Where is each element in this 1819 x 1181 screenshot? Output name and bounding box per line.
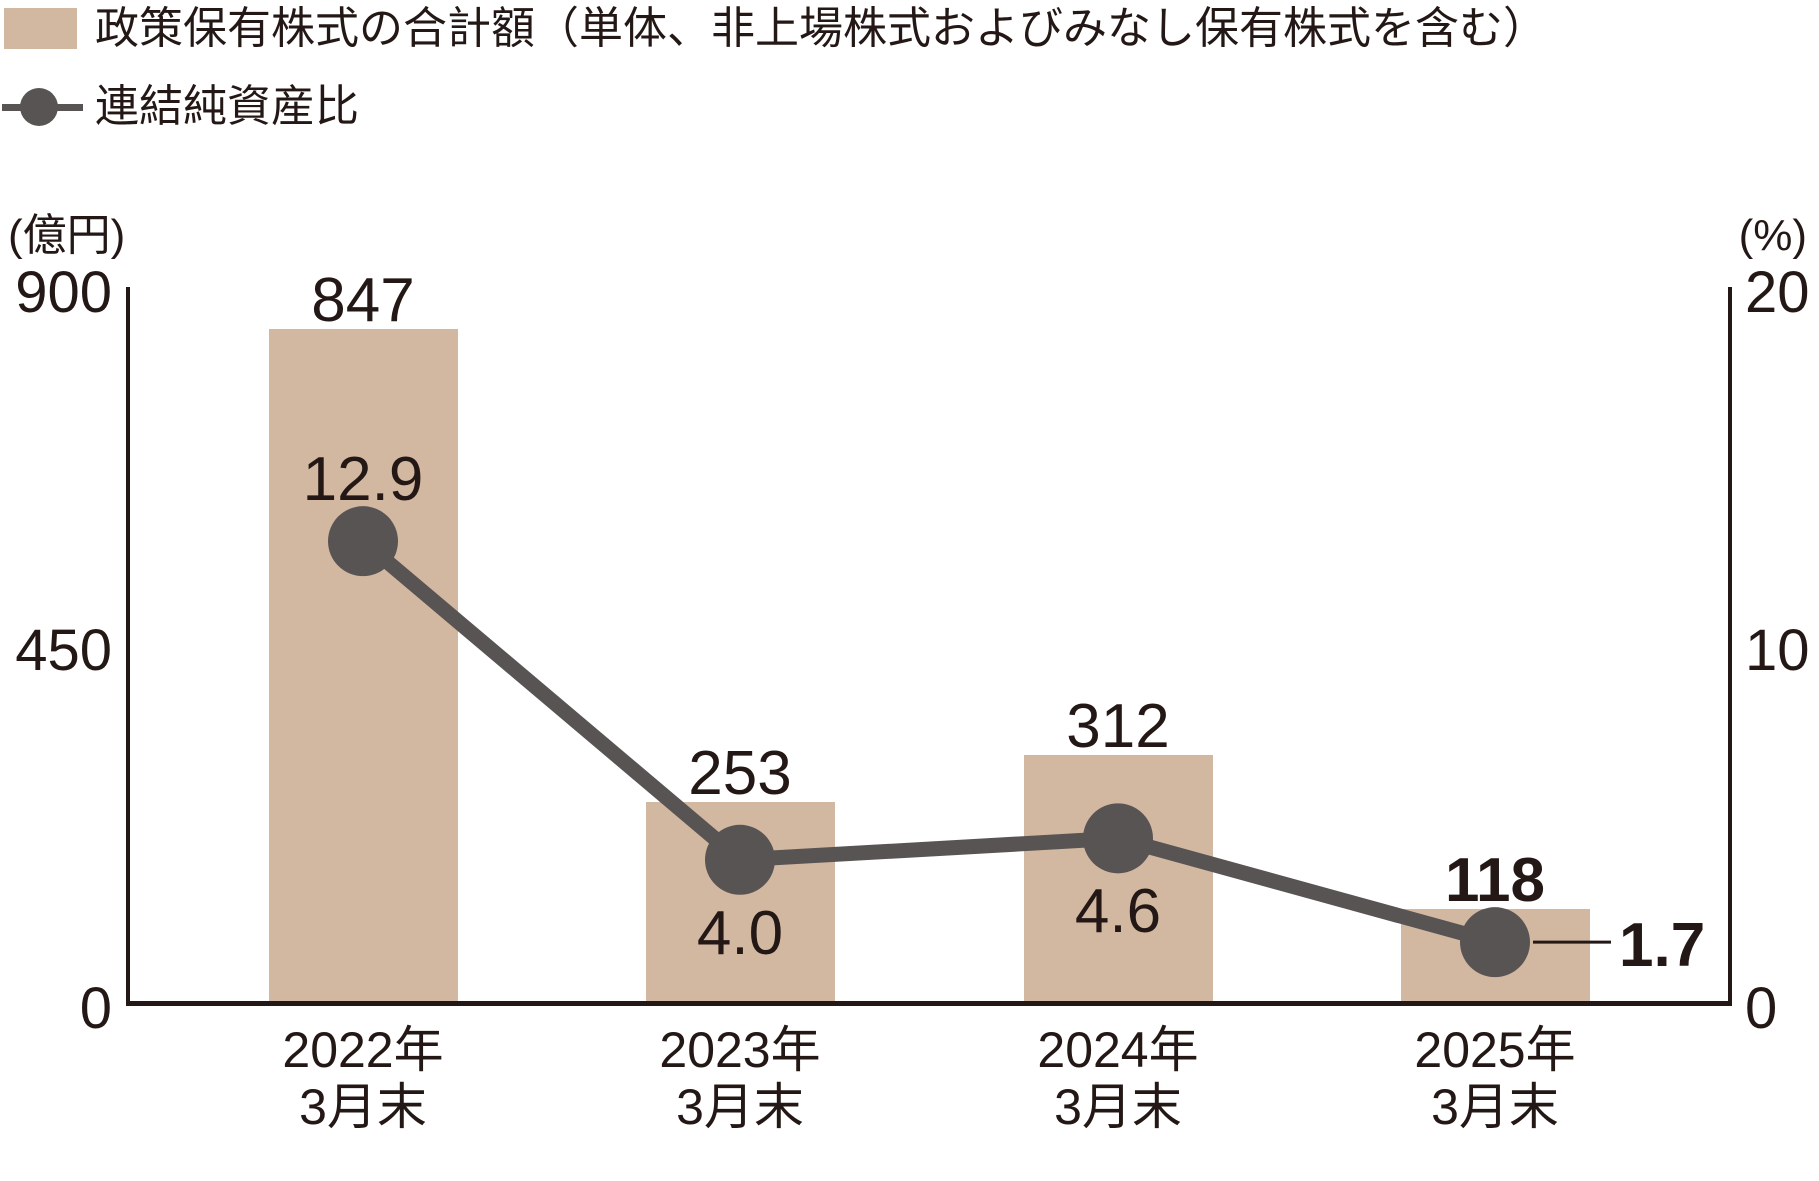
line-segment xyxy=(358,535,1497,950)
line-value-label-0: 12.9 xyxy=(302,445,424,515)
line-point-3 xyxy=(1460,907,1530,978)
x-axis-label-1-line-0: 2023年 xyxy=(659,1022,821,1078)
bar-value-label-1: 253 xyxy=(688,738,792,808)
bottom-axis-line xyxy=(126,1001,1732,1006)
right-axis-line xyxy=(1728,287,1732,1005)
x-axis-label-2-line-0: 2024年 xyxy=(1037,1022,1199,1078)
left-axis-tick-900: 900 xyxy=(15,260,112,325)
x-axis-label-1: 2023年 3月末 xyxy=(659,1022,820,1136)
line-value-label-1: 4.0 xyxy=(696,898,784,968)
x-axis-label-0: 2022年 3月末 xyxy=(282,1022,443,1136)
line-legend-dot-icon xyxy=(20,88,58,126)
x-axis-label-1-line-1: 3月末 xyxy=(676,1079,804,1135)
bar-legend-swatch-icon xyxy=(4,8,77,49)
x-axis-label-3-line-1: 3月末 xyxy=(1431,1079,1559,1135)
line-point-2 xyxy=(1083,803,1153,874)
x-axis-label-3-line-0: 2025年 xyxy=(1414,1022,1576,1078)
bar-legend-label: 政策保有株式の合計額（単体、非上場株式およびみなし保有株式を含む） xyxy=(95,4,1547,53)
left-axis-line xyxy=(126,287,130,1005)
x-axis-label-2-line-1: 3月末 xyxy=(1054,1079,1182,1135)
right-axis-tick-10: 10 xyxy=(1745,618,1810,683)
right-axis-tick-0: 0 xyxy=(1745,976,1778,1041)
left-axis-tick-450: 450 xyxy=(15,618,112,683)
bar-value-label-0: 847 xyxy=(311,266,415,336)
right-axis-unit: (%) xyxy=(1738,211,1807,260)
x-axis-label-2: 2024年 3月末 xyxy=(1037,1022,1198,1136)
right-axis-tick-20: 20 xyxy=(1745,260,1810,325)
bar-2 xyxy=(1023,754,1213,1003)
x-axis-label-0-line-1: 3月末 xyxy=(299,1079,427,1135)
x-axis-label-0-line-0: 2022年 xyxy=(282,1022,444,1078)
bar-value-label-3: 118 xyxy=(1444,846,1546,916)
line-legend-label: 連結純資産比 xyxy=(95,82,359,131)
left-axis-unit: (億円) xyxy=(8,211,126,260)
line-value-label-2: 4.6 xyxy=(1074,877,1162,947)
bar-value-label-2: 312 xyxy=(1066,691,1170,761)
left-axis-tick-0: 0 xyxy=(79,976,112,1041)
line-value-label-3: 1.7 xyxy=(1619,911,1706,981)
line-point-0 xyxy=(328,506,398,577)
x-axis-label-3: 2025年 3月末 xyxy=(1414,1022,1575,1136)
bar-0 xyxy=(268,329,458,1003)
line-point-1 xyxy=(705,824,775,895)
